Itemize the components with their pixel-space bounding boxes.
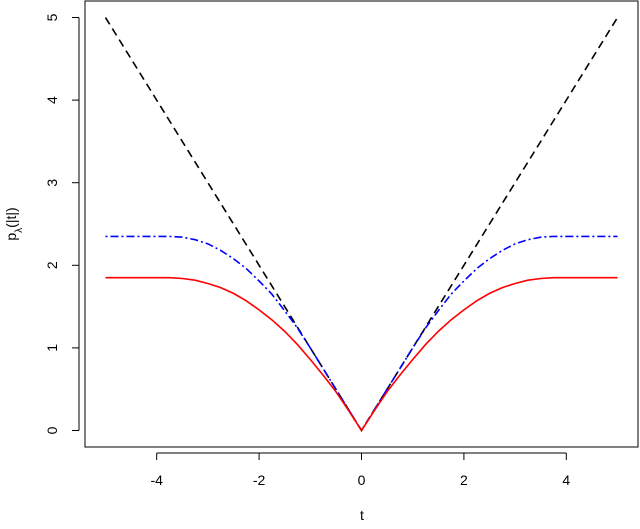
series-line bbox=[104, 17, 619, 432]
y-tick-label: 3 bbox=[44, 179, 60, 187]
series-line bbox=[105, 235, 618, 432]
y-axis-label-part: (|t|) bbox=[3, 207, 19, 228]
x-tick-label: 4 bbox=[562, 472, 570, 488]
y-axis-label-part: p bbox=[3, 233, 19, 241]
x-tick-label: -4 bbox=[150, 472, 163, 488]
x-tick-label: 2 bbox=[460, 472, 468, 488]
y-tick-label: 1 bbox=[44, 344, 60, 352]
x-tick-label: -2 bbox=[253, 472, 266, 488]
y-tick-label: 2 bbox=[44, 261, 60, 269]
y-tick-label: 4 bbox=[44, 96, 60, 104]
series-line bbox=[105, 276, 618, 432]
plot-frame bbox=[84, 0, 639, 448]
x-axis-label: t bbox=[360, 507, 364, 523]
x-tick-label: 0 bbox=[358, 472, 366, 488]
y-tick-label: 0 bbox=[44, 426, 60, 434]
y-tick-label: 5 bbox=[44, 13, 60, 21]
y-axis-label-part: λ bbox=[14, 228, 25, 233]
y-axis-label: pλ(|t|) bbox=[3, 207, 25, 240]
